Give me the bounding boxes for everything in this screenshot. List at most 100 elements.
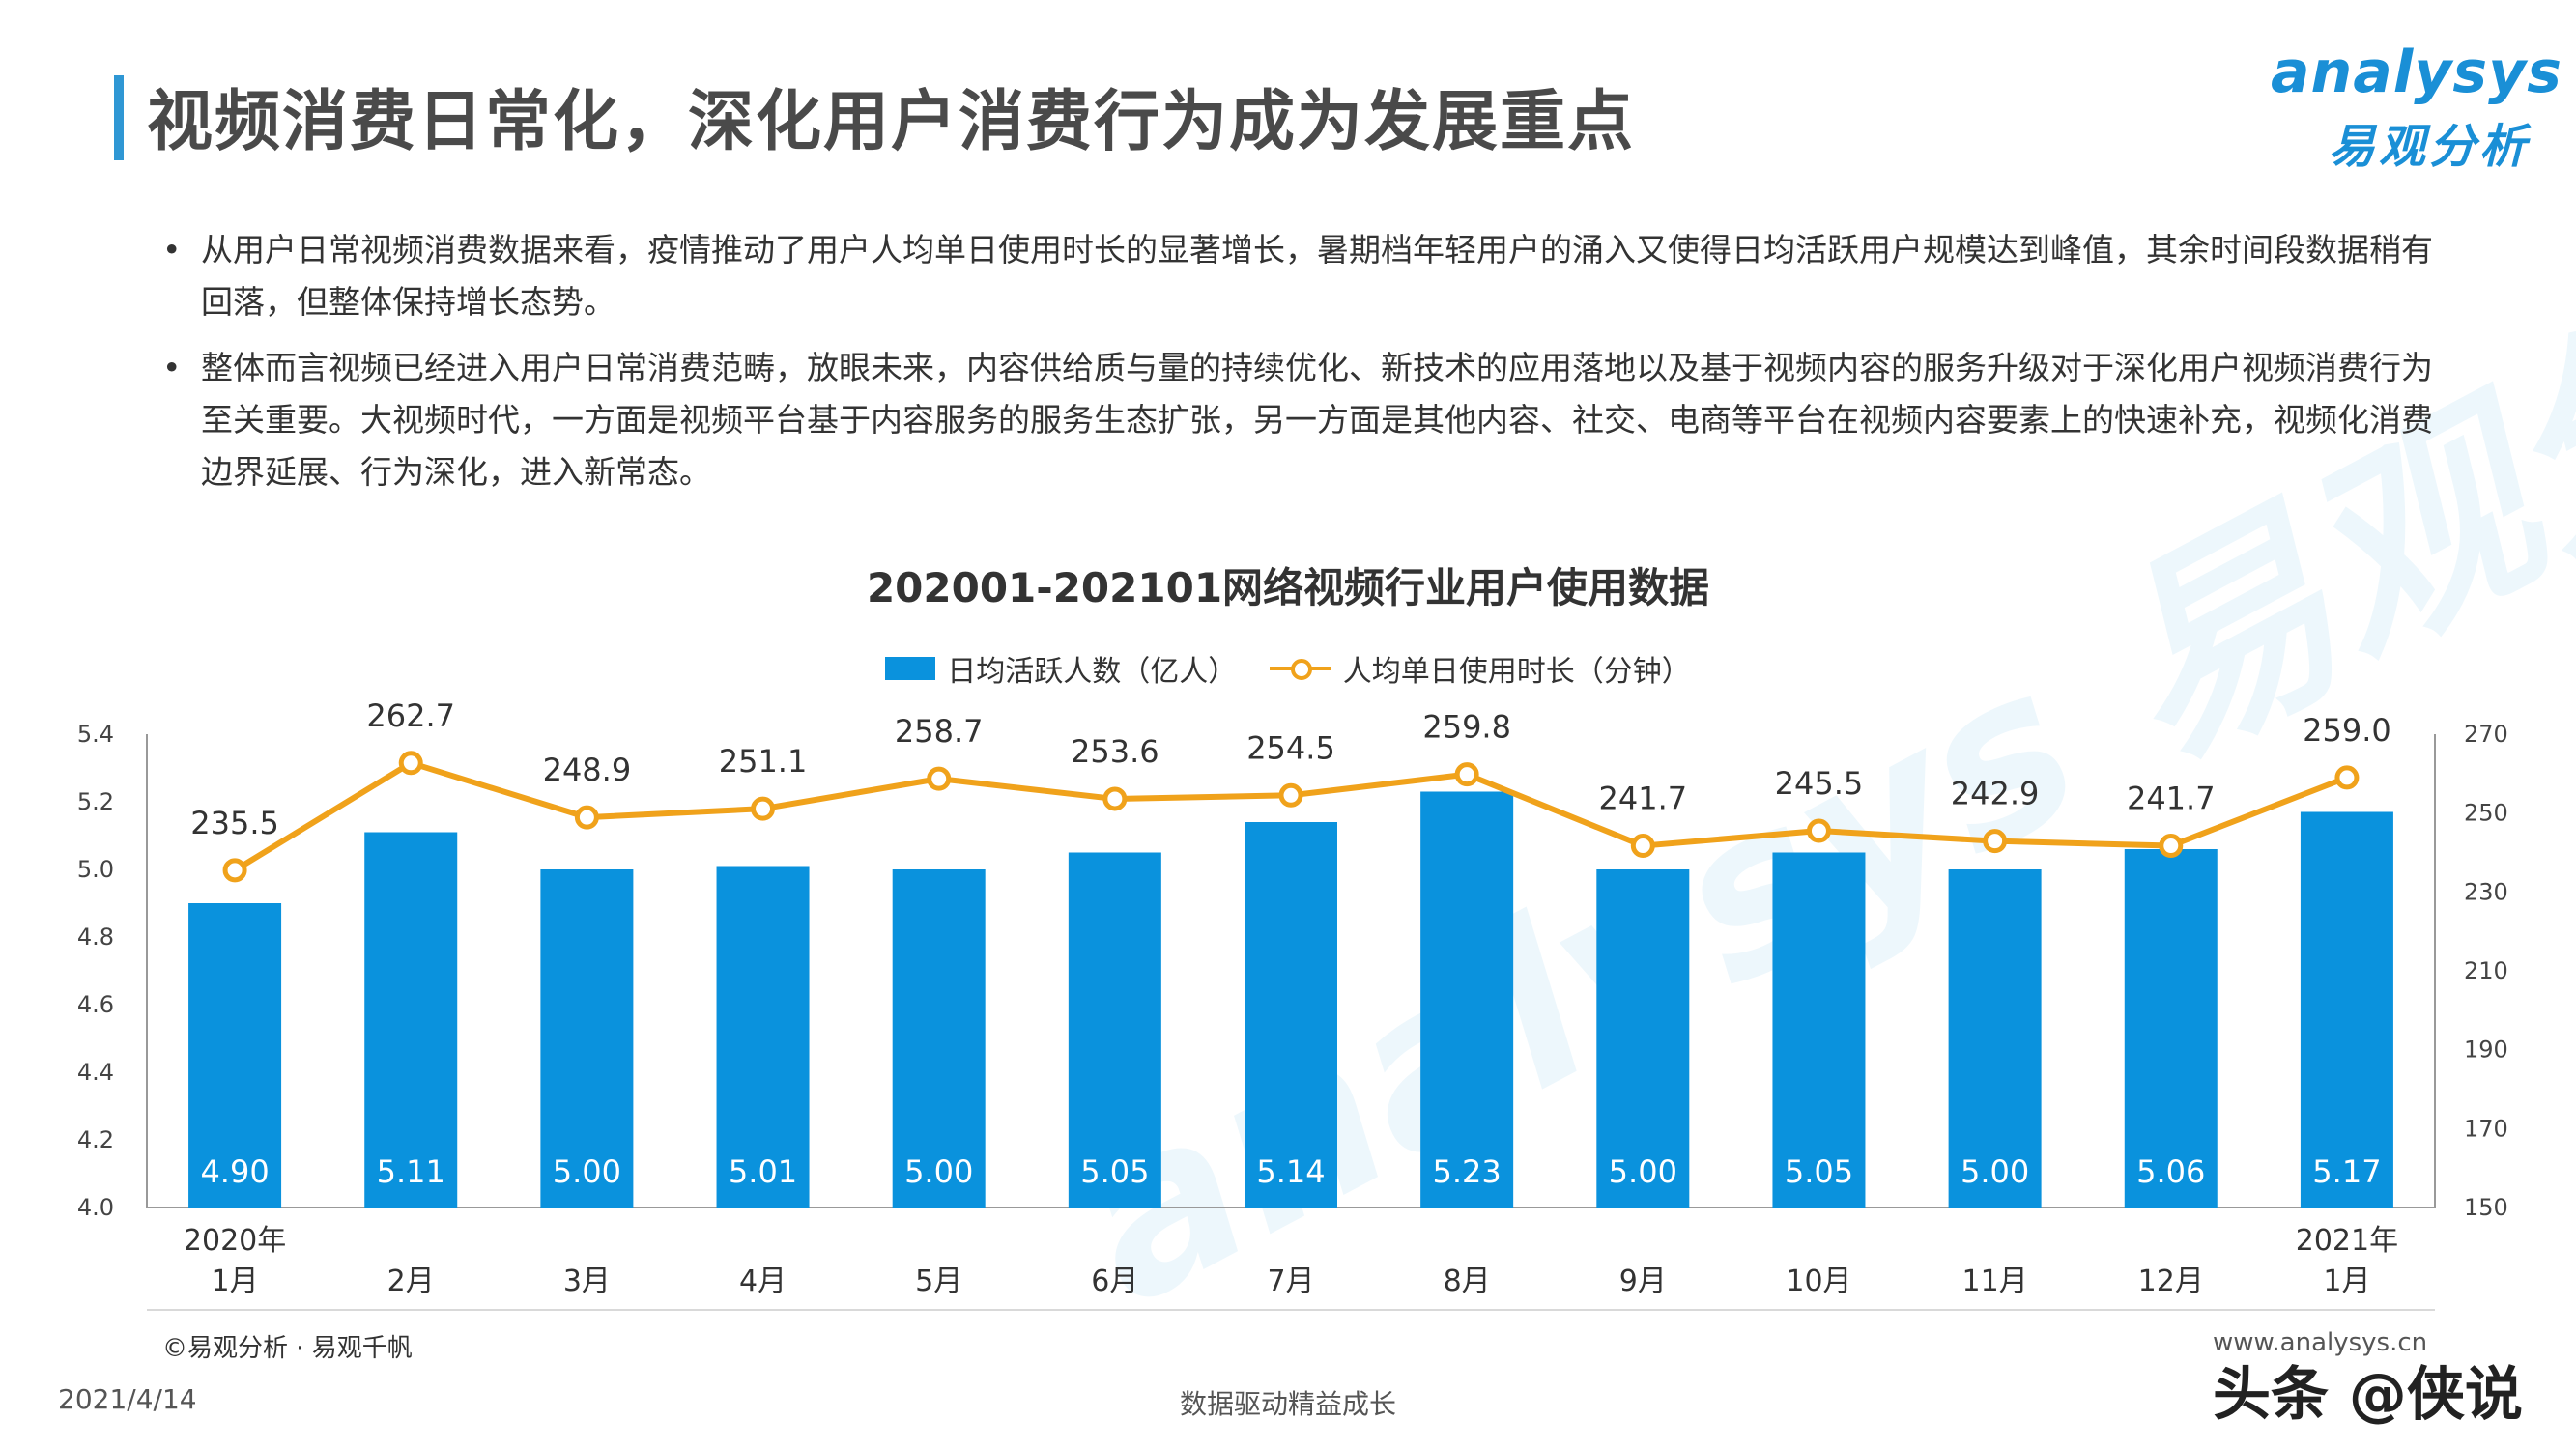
page-title: 视频消费日常化，深化用户消费行为成为发展重点 [147, 84, 1636, 160]
analysys-logo: analysys 易观分析 [2271, 39, 2562, 174]
line-value-label: 251.1 [719, 743, 808, 780]
line-value-label: 254.5 [1246, 729, 1335, 766]
bar-value-label: 5.00 [1961, 1153, 2029, 1190]
y-left-tick-label: 4.4 [77, 1059, 114, 1086]
bar-value-label: 5.05 [1080, 1153, 1149, 1190]
line-value-label: 241.7 [2127, 781, 2216, 817]
logo-text-cn: 易观分析 [2329, 120, 2531, 174]
y-right-tick-label: 250 [2464, 800, 2508, 827]
x-tick-label: 11月 [1962, 1264, 2028, 1298]
bar [892, 869, 986, 1208]
y-left-tick-label: 4.8 [77, 923, 114, 951]
bar [1420, 791, 1514, 1208]
line-point [1983, 829, 2008, 854]
x-tick-label: 10月 [1786, 1264, 1851, 1298]
y-left-tick-label: 4.2 [77, 1126, 114, 1153]
bar-value-label: 5.05 [1785, 1153, 1853, 1190]
y-right-tick-label: 210 [2464, 957, 2508, 984]
line-value-label: 262.7 [366, 697, 455, 734]
y-right-tick-label: 230 [2464, 878, 2508, 905]
bullet-list: 从用户日常视频消费数据来看，疫情推动了用户人均单日使用时长的显著增长，暑期档年轻… [162, 224, 2443, 512]
bar-value-label: 5.00 [1609, 1153, 1677, 1190]
x-tick-label: 7月 [1267, 1264, 1314, 1298]
x-tick-label: 9月 [1619, 1264, 1667, 1298]
bar [540, 869, 634, 1208]
line-value-label: 259.0 [2303, 712, 2391, 749]
source-note: ©易观分析 · 易观千帆 [162, 1334, 413, 1363]
line-point [222, 858, 247, 883]
y-left-tick-label: 4.0 [77, 1194, 114, 1221]
legend-label-duration: 人均单日使用时长（分钟） [1342, 655, 1691, 689]
footer-slogan: 数据驱动精益成长 [1179, 1388, 1396, 1420]
y-right-tick-label: 150 [2464, 1194, 2508, 1221]
bar-value-label: 4.90 [200, 1153, 269, 1190]
line-point [2334, 765, 2360, 790]
line-value-label: 259.8 [1422, 709, 1511, 746]
legend-label-dau: 日均活跃人数（亿人） [947, 655, 1238, 689]
x-tick-label: 8月 [1444, 1264, 1491, 1298]
line-point [1102, 786, 1128, 811]
bar-value-label: 5.01 [729, 1153, 797, 1190]
line-value-label: 258.7 [895, 713, 984, 750]
legend-item-duration: 人均单日使用时长（分钟） [1269, 647, 1691, 690]
title-accent-bar [114, 75, 124, 160]
legend-item-dau: 日均活跃人数（亿人） [885, 647, 1237, 690]
line-point [1278, 782, 1303, 808]
report-date: 2021/4/14 [58, 1383, 197, 1415]
x-tick-label: 2021年 [2296, 1224, 2398, 1258]
bar [188, 903, 282, 1208]
legend-bar-swatch [885, 657, 936, 680]
line-point [574, 805, 599, 830]
logo-text-en: analysys [2271, 39, 2562, 106]
y-left-tick-label: 4.6 [77, 991, 114, 1018]
bar-value-label: 5.00 [904, 1153, 973, 1190]
bar [2124, 849, 2218, 1208]
line-point [398, 751, 423, 776]
line-value-label: 241.7 [1599, 781, 1688, 817]
bar-value-label: 5.23 [1433, 1153, 1502, 1190]
bar-value-label: 5.14 [1256, 1153, 1325, 1190]
bar [2300, 811, 2393, 1208]
toutiao-watermark: 头条 @侠说 [2213, 1361, 2523, 1429]
bar-value-label: 5.11 [377, 1153, 445, 1190]
footer-divider [147, 1309, 2435, 1311]
website-url: www.analysys.cn [2213, 1328, 2428, 1357]
line-point [1806, 818, 1831, 843]
line-point [927, 766, 952, 791]
y-right-tick-label: 170 [2464, 1115, 2508, 1142]
bullet-item-2: 整体而言视频已经进入用户日常消费范畴，放眼未来，内容供给质与量的持续优化、新技术… [162, 342, 2443, 498]
x-tick-label: 4月 [739, 1264, 787, 1298]
y-right-tick-label: 270 [2464, 721, 2508, 748]
line-value-label: 235.5 [190, 805, 279, 841]
x-tick-label: 6月 [1091, 1264, 1138, 1298]
x-tick-label: 5月 [915, 1264, 962, 1298]
y-left-tick-label: 5.0 [77, 856, 114, 883]
bar [716, 866, 810, 1208]
bar [364, 832, 458, 1208]
line-point [751, 796, 776, 821]
chart-legend: 日均活跃人数（亿人） 人均单日使用时长（分钟） [0, 647, 2576, 690]
bar [1245, 822, 1337, 1208]
bullet-item-1: 从用户日常视频消费数据来看，疫情推动了用户人均单日使用时长的显著增长，暑期档年轻… [162, 224, 2443, 328]
legend-line-swatch [1269, 657, 1331, 680]
x-tick-label: 3月 [563, 1264, 611, 1298]
x-tick-label: 2月 [387, 1264, 435, 1298]
x-tick-label: 1月 [2323, 1264, 2370, 1298]
x-tick-label: 2020年 [184, 1224, 286, 1258]
bar-value-label: 5.00 [553, 1153, 621, 1190]
line-value-label: 245.5 [1775, 765, 1864, 802]
bar-value-label: 5.06 [2136, 1153, 2205, 1190]
line-value-label: 242.9 [1951, 776, 2040, 812]
line-point [1630, 834, 1655, 859]
line-point [2159, 834, 2184, 859]
bar [1772, 852, 1866, 1208]
line-value-label: 253.6 [1071, 733, 1159, 770]
y-right-tick-label: 190 [2464, 1037, 2508, 1064]
x-tick-label: 1月 [212, 1264, 259, 1298]
y-left-tick-label: 5.4 [77, 721, 114, 748]
bar [1596, 869, 1690, 1208]
bar [1948, 869, 2042, 1208]
line-point [1454, 762, 1479, 787]
line-value-label: 248.9 [543, 752, 632, 788]
